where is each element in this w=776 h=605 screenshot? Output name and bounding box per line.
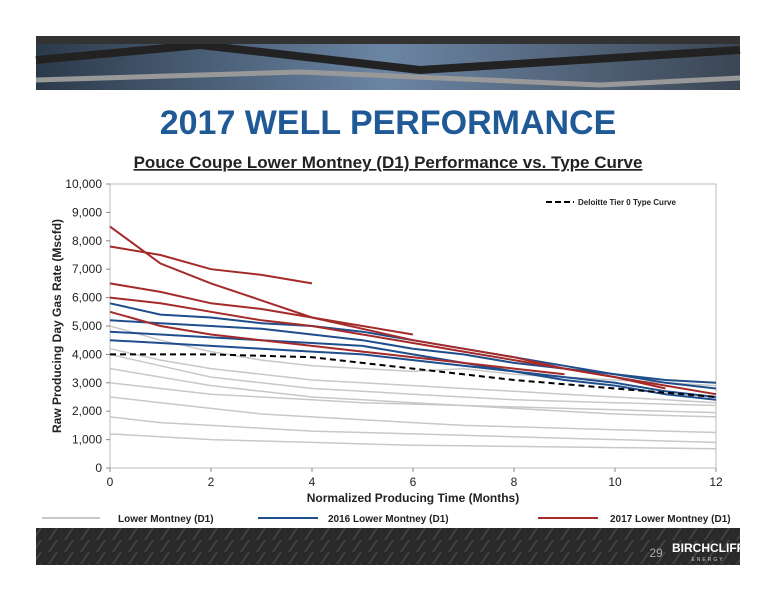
x-tick-label: 12 <box>709 475 723 489</box>
banner <box>35 36 741 90</box>
legend-label: 2017 Lower Montney (D1) <box>610 514 731 525</box>
y-tick-label: 8,000 <box>72 234 102 248</box>
well-line <box>109 325 717 387</box>
well-line <box>109 347 717 404</box>
slide-title: 2017 WELL PERFORMANCE <box>160 104 617 142</box>
x-tick-label: 8 <box>511 475 518 489</box>
well-line <box>109 353 717 407</box>
chart-title: Pouce Coupe Lower Montney (D1) Performan… <box>134 153 643 172</box>
y-tick-label: 4,000 <box>72 347 102 361</box>
y-tick-label: 7,000 <box>72 262 102 276</box>
y-tick-label: 0 <box>95 461 102 475</box>
y-tick-label: 5,000 <box>72 319 102 333</box>
y-tick-label: 10,000 <box>65 177 102 191</box>
y-tick-label: 3,000 <box>72 376 102 390</box>
y-axis-label: Raw Producing Day Gas Rate (Mscfd) <box>50 219 64 433</box>
x-tick-label: 2 <box>208 475 215 489</box>
well-line <box>109 396 717 434</box>
well-line <box>109 339 717 398</box>
well-line <box>109 282 414 336</box>
x-tick-label: 6 <box>410 475 417 489</box>
logo-name: BIRCHCLIFF <box>672 541 744 555</box>
y-tick-label: 2,000 <box>72 404 102 418</box>
x-axis-label: Normalized Producing Time (Months) <box>307 491 519 505</box>
well-line <box>109 310 565 376</box>
footer: 29 BIRCHCLIFF ENERGY <box>36 528 744 565</box>
x-tick-label: 4 <box>309 475 316 489</box>
y-tick-label: 6,000 <box>72 291 102 305</box>
page-number: 29 <box>649 546 663 560</box>
well-line <box>109 225 666 390</box>
y-tick-label: 9,000 <box>72 205 102 219</box>
logo-tagline: ENERGY <box>691 557 724 563</box>
well-line <box>109 330 717 401</box>
x-tick-label: 10 <box>608 475 622 489</box>
well-line <box>110 353 717 398</box>
well-line <box>109 382 717 414</box>
well-line <box>109 416 717 444</box>
well-line <box>109 433 717 450</box>
legend-label: Deloitte Tier 0 Type Curve <box>578 198 677 207</box>
legend-label: 2016 Lower Montney (D1) <box>328 514 449 525</box>
y-tick-label: 1,000 <box>72 433 102 447</box>
well-line <box>109 367 717 418</box>
x-tick-label: 0 <box>107 475 114 489</box>
legend-label: Lower Montney (D1) <box>118 514 214 525</box>
plot: 0 1,000 2,000 3,000 4,000 5,000 6,000 7,000 8,00… <box>65 177 723 489</box>
